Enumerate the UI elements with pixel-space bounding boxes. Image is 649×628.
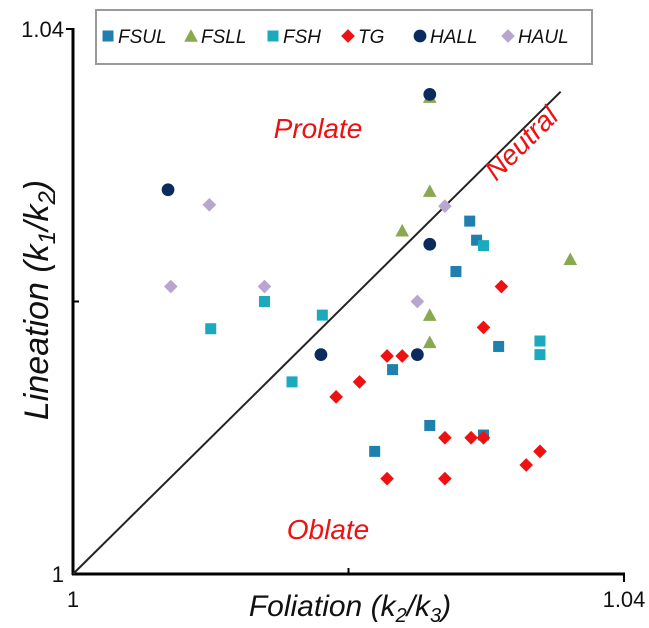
data-point-tg	[329, 390, 343, 404]
series-fsh	[205, 240, 546, 388]
legend-label-fsul: FSUL	[118, 27, 167, 48]
x-axis-title: Foliation (k2/k3)	[249, 590, 451, 627]
data-point-fsh	[286, 376, 298, 388]
data-point-fsh	[534, 349, 546, 361]
legend-label-tg: TG	[358, 27, 384, 48]
x-tick-label: 1	[67, 587, 79, 612]
legend-label-haul: HAUL	[518, 27, 569, 48]
neutral-line	[72, 90, 562, 575]
legend-marker-tg	[341, 29, 355, 43]
data-point-tg	[438, 430, 452, 445]
legend: FSUL FSLL FSH TG HALL HAUL	[95, 9, 593, 65]
series-hall	[161, 88, 437, 362]
legend-label-hall: HALL	[430, 27, 478, 48]
data-point-fsul	[450, 266, 462, 278]
oblate-label: Oblate	[287, 514, 370, 545]
y-axis-title: Lineation (k1/k2)	[18, 180, 61, 420]
data-point-haul	[163, 279, 178, 294]
legend-marker-haul	[501, 29, 515, 43]
data-point-haul	[257, 279, 272, 294]
neutral-label: Neutral	[478, 100, 564, 186]
y-tick-label: 1	[52, 562, 64, 587]
data-point-fsul	[369, 445, 381, 457]
data-point-fsll	[395, 223, 410, 237]
data-point-fsll	[422, 335, 437, 349]
data-point-fsh	[258, 296, 270, 307]
data-point-fsul	[387, 364, 399, 376]
minor-ticks	[73, 300, 350, 574]
data-point-fsul	[424, 419, 436, 431]
data-point-fsh	[205, 323, 217, 335]
data-point-tg	[476, 320, 491, 335]
tick-labels: 1 1.04 1 1.04	[21, 17, 645, 612]
data-point-hall	[423, 88, 437, 101]
data-point-tg	[533, 444, 547, 459]
data-point-fsll	[563, 252, 578, 266]
legend-marker-hall	[413, 29, 427, 43]
data-point-fsll	[422, 184, 437, 197]
data-point-haul	[202, 197, 217, 212]
data-point-tg	[438, 471, 452, 486]
legend-item-tg: TG	[341, 27, 384, 48]
data-point-hall	[410, 348, 424, 362]
data-point-hall	[423, 237, 437, 251]
data-point-tg	[380, 471, 394, 486]
data-point-hall	[161, 183, 175, 197]
legend-items: FSUL FSLL FSH TG HALL HAUL	[102, 27, 569, 48]
prolate-label: Prolate	[274, 113, 363, 144]
legend-marker-fsh	[267, 30, 279, 42]
data-point-tg	[476, 430, 491, 445]
data-point-haul	[438, 199, 452, 213]
data-point-tg	[352, 375, 367, 389]
legend-item-hall: HALL	[413, 27, 478, 48]
series-fsul	[369, 215, 505, 457]
data-point-tg	[380, 349, 394, 363]
data-point-fsh	[477, 240, 489, 252]
data-points	[161, 88, 578, 486]
data-point-fsul	[464, 215, 476, 227]
legend-item-fsh: FSH	[267, 27, 321, 48]
data-point-tg	[395, 349, 410, 363]
legend-item-fsll: FSLL	[184, 27, 246, 48]
data-point-tg	[494, 279, 509, 294]
x-tick-label: 1.04	[603, 587, 646, 612]
data-point-fsh	[316, 309, 328, 321]
data-point-tg	[519, 458, 534, 472]
data-point-fsul	[471, 234, 483, 246]
data-point-hall	[314, 348, 328, 362]
data-point-fsh	[534, 335, 546, 347]
data-point-fsul	[493, 340, 505, 352]
legend-item-haul: HAUL	[501, 27, 569, 48]
series-haul	[163, 197, 452, 309]
series-tg	[329, 279, 547, 486]
legend-label-fsll: FSLL	[201, 27, 246, 48]
data-point-haul	[410, 294, 425, 309]
legend-marker-fsul	[102, 30, 114, 42]
data-point-tg	[464, 430, 478, 445]
series-fsll	[395, 90, 578, 349]
y-tick-label: 1.04	[21, 17, 64, 42]
legend-item-fsul: FSUL	[102, 27, 167, 48]
legend-label-fsh: FSH	[283, 27, 321, 48]
legend-marker-fsll	[184, 29, 198, 42]
data-point-fsll	[422, 308, 437, 321]
